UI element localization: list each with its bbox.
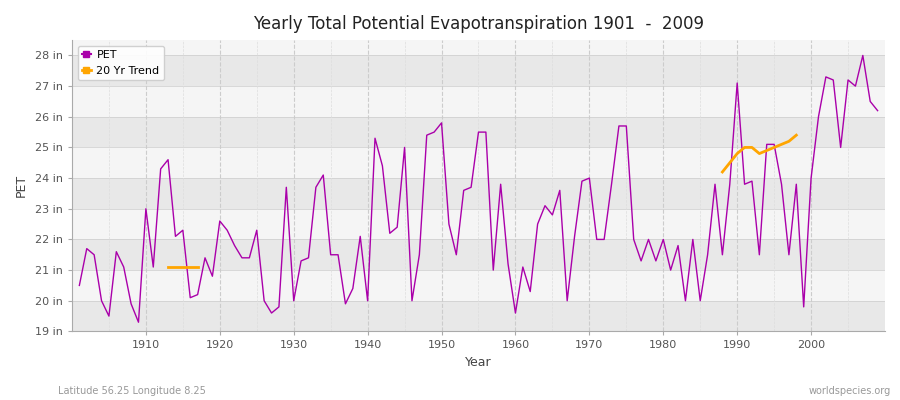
Text: Latitude 56.25 Longitude 8.25: Latitude 56.25 Longitude 8.25 [58,386,206,396]
Bar [72,178,885,209]
Y-axis label: PET: PET [15,174,28,197]
Bar [72,117,885,148]
Text: worldspecies.org: worldspecies.org [809,386,891,396]
Bar [72,301,885,332]
Title: Yearly Total Potential Evapotranspiration 1901  -  2009: Yearly Total Potential Evapotranspiratio… [253,15,704,33]
X-axis label: Year: Year [465,356,491,369]
Bar [72,240,885,270]
Legend: PET, 20 Yr Trend: PET, 20 Yr Trend [77,46,164,80]
Bar [72,56,885,86]
